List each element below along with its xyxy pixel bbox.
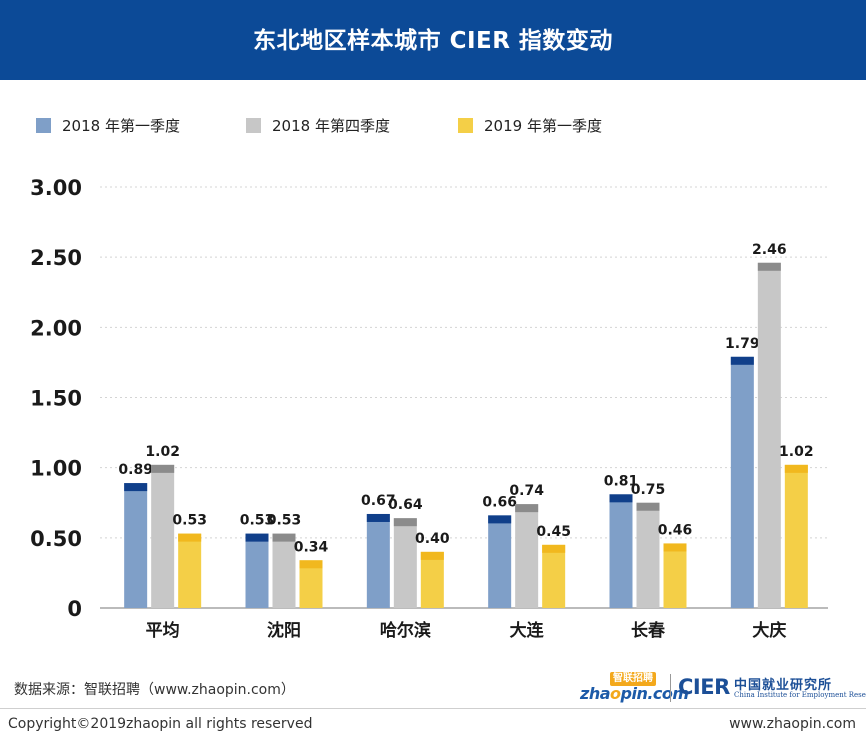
data-label-5-2: 1.02 [779,444,814,460]
bar-cap-0-0 [124,483,148,492]
logo-divider [670,674,671,702]
bar-cap-2-2 [420,551,444,560]
cier-logo: CIER [678,675,730,699]
bar-cap-1-2 [299,560,323,569]
bar-0-0 [124,483,148,608]
bar-cap-3-2 [542,544,566,553]
legend-label-2018q1: 2018 年第一季度 [62,117,180,135]
x-tick-label-3: 大连 [510,620,545,641]
data-label-0-1: 1.02 [145,444,180,460]
data-source-note: 数据来源：智联招聘（www.zhaopin.com） [14,682,295,698]
data-label-4-0: 0.81 [604,473,639,489]
legend-label-2018q4: 2018 年第四季度 [272,117,390,135]
data-label-2-1: 0.64 [388,497,423,513]
bar-cap-4-1 [636,502,660,511]
y-tick-label-4: 2.00 [30,316,82,340]
x-tick-label-2: 哈尔滨 [380,620,431,641]
y-tick-label-5: 2.50 [30,246,82,270]
data-label-1-1: 0.53 [267,513,302,529]
data-label-0-0: 0.89 [118,462,153,478]
legend-label-2019q1: 2019 年第一季度 [484,117,602,135]
bar-2-0 [366,513,390,608]
data-label-5-1: 2.46 [752,242,787,258]
y-tick-label-3: 1.50 [30,387,82,411]
chart-legend: 2018 年第一季度 2018 年第四季度 2019 年第一季度 [0,116,866,136]
footer-divider [0,708,866,709]
bar-cap-5-2 [784,464,808,473]
bar-cap-3-1 [515,504,539,513]
data-label-5-0: 1.79 [725,336,760,352]
x-tick-label-0: 平均 [146,620,180,641]
data-label-3-0: 0.66 [482,494,517,510]
bar-cap-1-0 [245,533,269,542]
logo-strip: 智联招聘 zhaopin.com CIER 中国就业研究所 China Inst… [578,672,866,704]
data-label-0-2: 0.53 [172,513,207,529]
data-label-2-2: 0.40 [415,531,450,547]
y-tick-label-1: 0.50 [30,527,82,551]
data-label-1-0: 0.53 [240,513,275,529]
x-tick-label-5: 大庆 [752,620,786,641]
cier-logo-en: China Institute for Employment Research [734,691,866,699]
bar-cap-2-1 [393,518,417,527]
bar-3-2 [542,544,566,608]
bar-chart: 0 0.50 1.00 1.50 2.00 2.50 3.00 0.89 1.02 0.53 平均 0… [30,176,828,641]
cier-logo-cn: 中国就业研究所 [734,678,833,693]
bar-5-2 [784,464,808,608]
bar-3-1 [515,504,539,608]
bar-cap-5-0 [730,356,754,365]
bar-1-2 [299,560,323,608]
bar-2-1 [393,518,417,608]
bar-1-1 [272,533,296,608]
data-label-1-2: 0.34 [294,539,329,555]
page-title: 东北地区样本城市 CIER 指数变动 [253,28,613,54]
zhaopin-logo-cn: 智联招聘 [610,672,656,686]
bar-5-0 [730,356,754,608]
bar-cap-4-2 [663,543,687,552]
bar-3-0 [488,515,512,608]
x-tick-label-1: 沈阳 [267,620,301,641]
bar-4-1 [636,502,660,608]
data-label-3-2: 0.45 [536,524,571,540]
bar-cap-0-1 [151,464,175,473]
zhaopin-logo-wordmark: zhaopin.com [580,684,689,703]
x-tick-label-4: 长春 [631,620,665,641]
bar-cap-0-2 [178,533,202,542]
bar-4-0 [609,494,633,608]
website-link[interactable]: www.zhaopin.com [729,716,856,732]
bar-0-1 [151,464,175,608]
zhaopin-logo: 智联招聘 zhaopin.com [578,672,689,704]
bar-1-0 [245,533,269,608]
legend-swatch-2019q1 [458,118,473,133]
data-label-4-2: 0.46 [658,522,693,538]
bar-cap-5-1 [757,262,781,271]
data-label-3-1: 0.74 [509,483,544,499]
bar-cap-3-0 [488,515,512,524]
bar-4-2 [663,543,687,608]
legend-swatch-2018q1 [36,118,51,133]
data-label-4-1: 0.75 [631,482,666,498]
data-label-2-0: 0.67 [361,493,396,509]
legend-swatch-2018q4 [246,118,261,133]
bar-5-1 [757,262,781,608]
bar-cap-4-0 [609,494,633,503]
y-tick-label-0: 0 [67,597,82,621]
bar-0-2 [178,533,202,608]
bar-cap-1-1 [272,533,296,542]
y-tick-label-2: 1.00 [30,457,82,481]
y-tick-label-6: 3.00 [30,176,82,200]
bar-2-2 [420,551,444,608]
bar-cap-2-0 [366,513,390,522]
copyright-text: Copyright©2019zhaopin all rights reserve… [8,716,313,732]
header-bar: 东北地区样本城市 CIER 指数变动 [0,0,866,80]
